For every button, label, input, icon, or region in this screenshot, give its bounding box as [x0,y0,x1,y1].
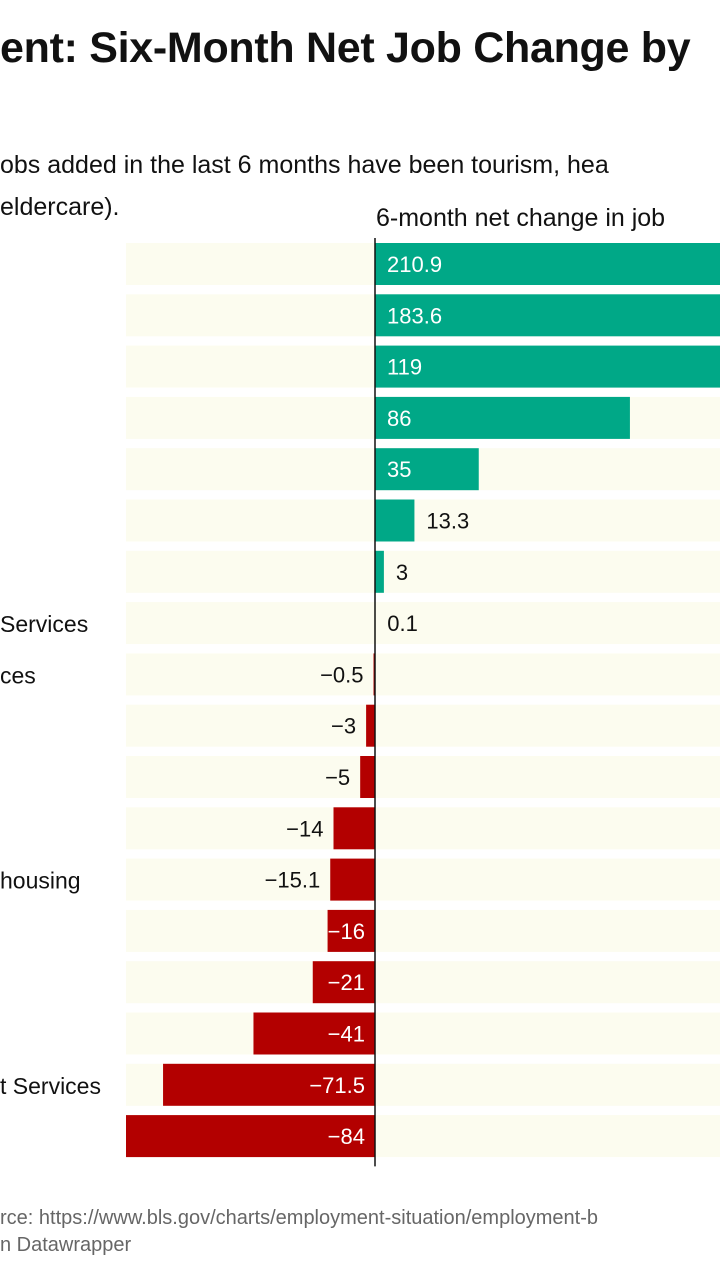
data-label: −71.5 [309,1073,365,1098]
category-label: Services [0,611,88,637]
row-band [126,756,720,798]
data-label: 86 [387,406,411,431]
data-label: 3 [396,560,408,585]
bar [330,858,375,901]
data-label: 35 [387,457,411,482]
data-label: 183.6 [387,303,442,328]
data-label: 0.1 [387,611,418,636]
data-label: −0.5 [320,662,363,687]
credit-note: n Datawrapper [0,1234,132,1256]
row-band [126,858,720,901]
bar [375,396,630,439]
category-label: t Services [0,1073,101,1099]
category-label: ces [0,662,36,688]
data-label: −15.1 [265,868,321,893]
category-label: housing [0,868,81,894]
bar [375,448,479,491]
bar [375,550,384,593]
data-label: −16 [328,919,365,944]
bar [126,1115,375,1158]
bar [375,345,720,388]
row-band [126,653,720,696]
bar [163,1063,375,1106]
data-label: −3 [331,714,356,739]
row-band [126,961,720,1004]
row-band [126,704,720,747]
data-label: 119 [387,355,422,380]
bar [253,1012,375,1055]
data-label: −41 [328,1022,365,1047]
row-band [126,550,720,593]
bar [312,961,375,1004]
bar [375,243,720,285]
row-band [126,602,720,645]
data-label: −84 [328,1124,365,1149]
data-label: −14 [286,816,323,841]
chart-subtitle-line-2: eldercare). [0,193,120,221]
row-band [126,499,720,542]
chart-subtitle-line-1: obs added in the last 6 months have been… [0,151,609,179]
source-note[interactable]: rce: https://www.bls.gov/charts/employme… [0,1207,599,1229]
bar [375,294,720,337]
data-label: 13.3 [426,509,469,534]
bar [327,909,375,952]
data-label: 210.9 [387,252,442,277]
x-axis-title: 6-month net change in job [376,204,666,232]
bar [366,704,375,747]
bar [360,756,375,798]
row-band [126,1012,720,1055]
bar [375,499,415,542]
data-label: −5 [325,765,350,790]
row-band [126,807,720,850]
data-label: −21 [328,970,365,995]
bar [333,807,375,850]
chart-title: ent: Six-Month Net Job Change by [0,24,691,72]
row-band [126,909,720,952]
